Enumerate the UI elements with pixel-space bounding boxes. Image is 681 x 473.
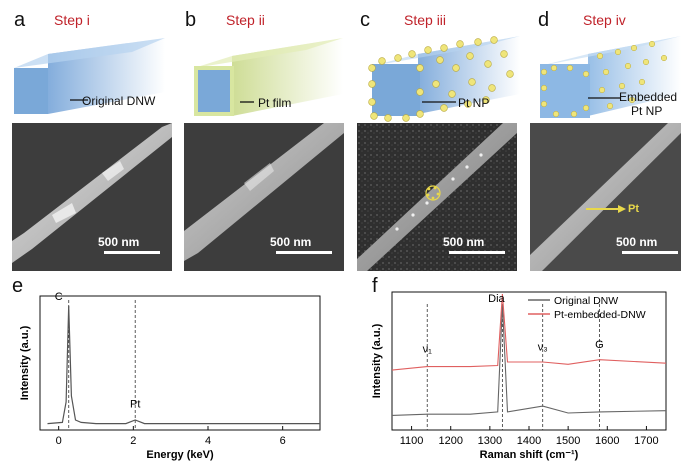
panel-d-label-line2: Pt NP	[631, 104, 663, 118]
eds-xtick-label: 0	[56, 435, 62, 447]
eds-peak-label: C	[55, 291, 63, 303]
raman-xtick-label: 1300	[478, 435, 502, 447]
raman-xtick-label: 1400	[517, 435, 541, 447]
raman-series-line-2	[391, 293, 667, 371]
panel-a-step: Step i	[54, 12, 90, 28]
sem-image-d: Pt 500 nm	[530, 123, 681, 271]
raman-ylabel: Intensity (a.u.)	[371, 323, 383, 398]
eds-peak-label: Pt	[130, 399, 140, 411]
eds-frame	[39, 295, 321, 431]
raman-xtick-label: 1600	[595, 435, 619, 447]
raman-xtick-label: 1200	[438, 435, 462, 447]
panel-d-label-line1: Embedded	[619, 90, 678, 104]
scale-label-b: 500 nm	[270, 235, 312, 249]
raman-xlabel: Raman shift (cm⁻¹)	[480, 449, 579, 461]
panel-b-schematic	[194, 38, 343, 116]
raman-xtick-label: 1700	[634, 435, 658, 447]
panel-c-letter: c	[360, 9, 370, 31]
panel-d-step: Step iv	[583, 12, 626, 28]
raman-xtick-label: 1500	[556, 435, 580, 447]
panel-b-label: Pt film	[258, 96, 292, 110]
scale-label-d: 500 nm	[616, 235, 658, 249]
eds-chart: 0 2 4 6 Energy (keV) Intensity (a.u.) C Pt	[19, 291, 321, 461]
scale-bar-d	[622, 251, 678, 254]
sem-image-b: 500 nm	[184, 123, 344, 271]
panel-c-step: Step iii	[404, 12, 447, 28]
scale-bar-c	[449, 251, 505, 254]
panel-b-step: Step ii	[226, 12, 265, 28]
raman-peak-label: ν₁	[423, 344, 433, 356]
panel-c-label: Pt NP	[458, 96, 490, 110]
scale-bar-a	[104, 251, 160, 254]
panel-a-schematic	[14, 38, 165, 114]
eds-series-line	[47, 305, 320, 425]
raman-peak-label: Dia	[488, 293, 505, 305]
panel-b-letter: b	[185, 9, 197, 31]
pt-arrow-label: Pt	[628, 203, 639, 215]
panel-f-letter: f	[372, 275, 378, 297]
panel-c-schematic	[368, 36, 520, 122]
raman-chart: 1100 1200 1300 1400 1500 1600 1700 Raman shift …	[371, 291, 667, 461]
eds-ylabel: Intensity (a.u.)	[19, 325, 31, 400]
eds-xtick-label: 4	[205, 435, 211, 447]
sem-image-a: 500 nm	[12, 123, 172, 271]
scale-label-a: 500 nm	[98, 235, 140, 249]
panel-d-letter: d	[538, 9, 550, 31]
raman-peak-label: G	[595, 339, 604, 351]
raman-legend-label: Pt-embedded-DNW	[554, 309, 646, 321]
raman-xtick-label: 1100	[400, 435, 424, 447]
panel-a-label: Original DNW	[82, 94, 156, 108]
eds-xlabel: Energy (keV)	[146, 449, 214, 461]
scale-label-c: 500 nm	[443, 235, 485, 249]
panel-a-letter: a	[14, 9, 26, 31]
panel-e-letter: e	[12, 275, 24, 297]
raman-legend-label: Original DNW	[554, 295, 618, 307]
scale-bar-b	[276, 251, 332, 254]
sem-image-c: 500 nm	[357, 123, 517, 271]
eds-xtick-label: 6	[280, 435, 286, 447]
panel-d-schematic	[540, 36, 681, 118]
eds-xtick-label: 2	[130, 435, 136, 447]
raman-peak-label: ν₃	[538, 341, 548, 353]
raman-series-line-1	[391, 303, 667, 416]
